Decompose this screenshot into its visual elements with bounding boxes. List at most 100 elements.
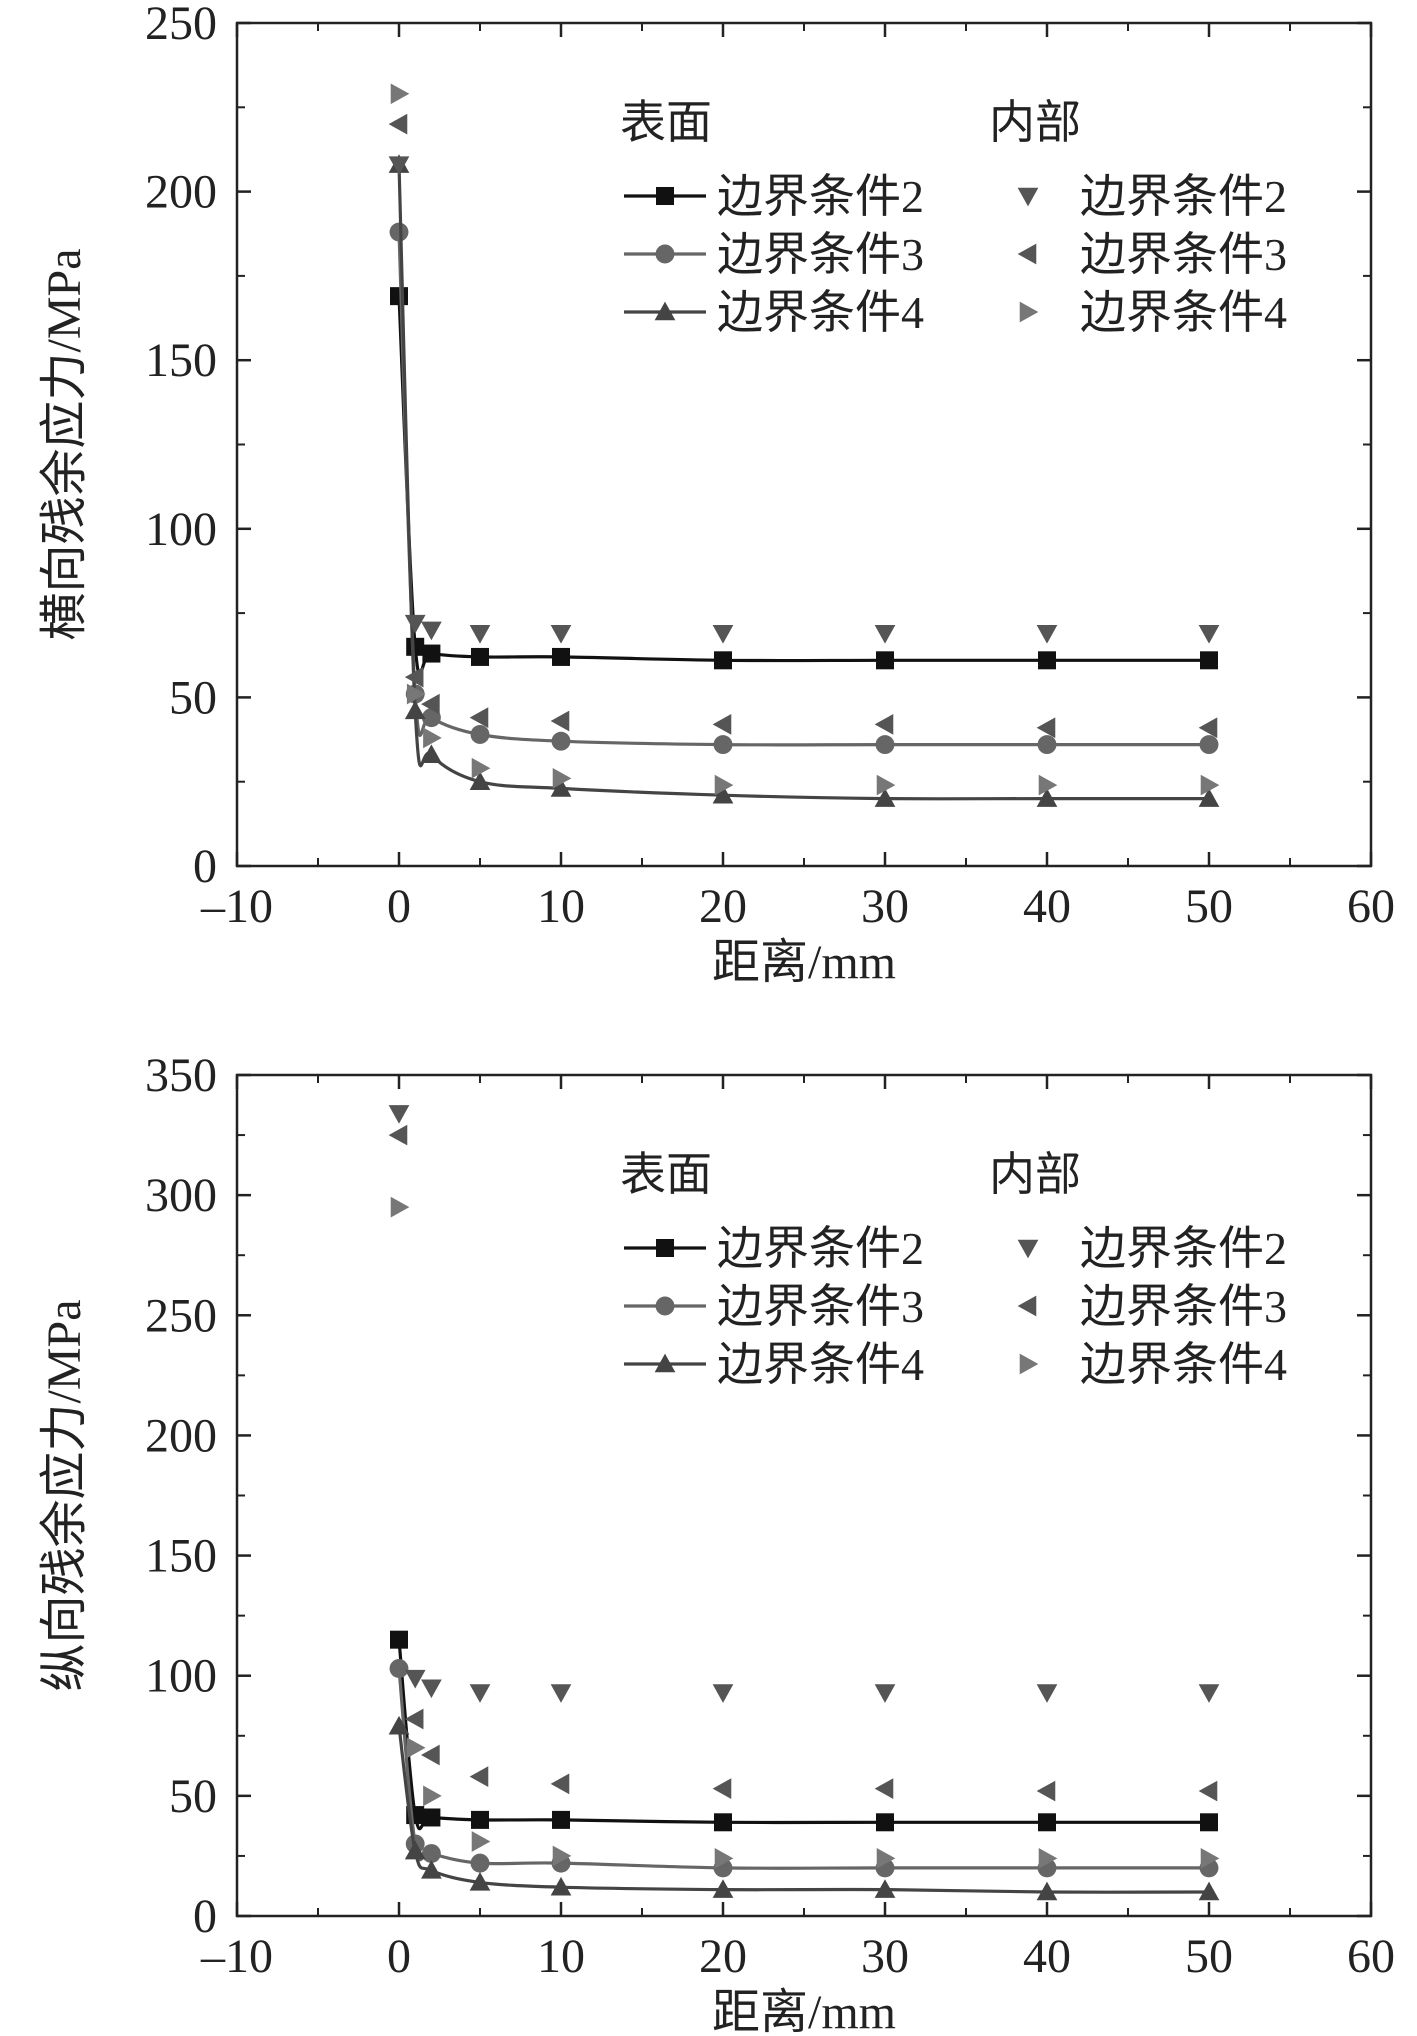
data-point [875, 735, 895, 755]
data-point [470, 1853, 490, 1873]
data-point [389, 222, 409, 242]
y-tick-label: 350 [145, 1049, 217, 1102]
data-point [1198, 788, 1220, 807]
data-point [1036, 1684, 1058, 1703]
legend-label: 边界条件4 [717, 287, 924, 338]
y-tick-label: 300 [145, 1169, 217, 1222]
x-tick-label: –10 [200, 1930, 273, 1983]
y-tick-label: 0 [193, 840, 217, 893]
legend-label: 边界条件2 [717, 1223, 924, 1274]
x-tick-label: 50 [1185, 880, 1233, 933]
x-tick-label: 30 [861, 880, 909, 933]
data-point [874, 1684, 896, 1703]
x-tick-label: 20 [699, 1930, 747, 1983]
data-point [470, 725, 490, 744]
data-point [390, 287, 408, 306]
data-point [712, 1684, 734, 1703]
y-axis-title: 纵向残余应力/MPa [38, 1299, 91, 1691]
data-point [422, 1808, 441, 1827]
data-point [550, 778, 572, 797]
data-point [550, 1773, 570, 1795]
series-line [397, 164, 1209, 801]
data-point [1199, 735, 1219, 755]
data-point [388, 1124, 408, 1146]
data-point [471, 1831, 491, 1852]
data-point [423, 1785, 442, 1807]
data-point [1198, 625, 1220, 644]
data-point [1036, 625, 1058, 644]
data-point [404, 1840, 426, 1860]
legend-marker [1017, 243, 1037, 265]
legend-header-surface: 表面 [620, 97, 712, 148]
data-point [422, 644, 441, 663]
x-tick-label: 40 [1023, 880, 1071, 933]
data-point [388, 1105, 410, 1124]
y-tick-label: 250 [145, 0, 217, 50]
data-point [469, 707, 489, 728]
x-tick-label: 20 [699, 880, 747, 933]
series-line [397, 296, 1209, 677]
series-表面-边界条件3 [389, 1659, 1219, 1878]
data-point [714, 651, 732, 670]
data-point [406, 683, 426, 705]
legend-label: 边界条件4 [1080, 287, 1287, 338]
y-tick-label: 100 [145, 503, 217, 556]
x-tick-label: 60 [1347, 1930, 1395, 1983]
x-tick-label: 30 [861, 1930, 909, 1983]
chart-transverse-residual-stress: –10 0 10 20 30 40 50 60050100150200250距离/mm横向残余… [38, 0, 1395, 989]
x-tick-label: 10 [537, 1930, 585, 1983]
series-表面-边界条件4 [388, 1715, 1220, 1901]
y-axis-title: 横向残余应力/MPa [38, 248, 91, 640]
data-point [552, 767, 572, 789]
data-point [423, 727, 442, 749]
data-point [1036, 1780, 1056, 1802]
data-point [876, 1813, 894, 1832]
legend-marker [655, 244, 675, 264]
legend-label: 边界条件3 [1080, 229, 1287, 280]
data-point [388, 113, 408, 135]
data-point [876, 651, 894, 670]
data-point [876, 774, 896, 796]
legend-marker [1017, 187, 1039, 207]
data-point [876, 1847, 896, 1869]
data-point [469, 1684, 491, 1703]
data-point [1200, 1813, 1218, 1832]
x-tick-label: 10 [537, 880, 585, 933]
data-point [714, 774, 734, 796]
data-point [1038, 651, 1056, 670]
data-point [388, 1715, 410, 1735]
y-tick-label: 250 [145, 1289, 217, 1342]
data-point [1036, 717, 1056, 739]
data-point [1036, 788, 1058, 807]
legend-label: 边界条件2 [1080, 1223, 1287, 1274]
x-axis-title: 距离/mm [712, 936, 896, 989]
data-point [550, 1684, 572, 1703]
series-表面-边界条件2 [390, 1630, 1218, 1832]
data-point [1036, 1881, 1058, 1901]
data-point [1198, 1780, 1218, 1802]
data-point [471, 1810, 489, 1829]
x-axis-title: 距离/mm [712, 1986, 896, 2036]
data-point [471, 647, 489, 666]
data-point [1198, 1684, 1220, 1703]
legend-label: 边界条件4 [1080, 1339, 1287, 1390]
data-point [421, 1844, 441, 1863]
data-point [713, 735, 733, 755]
y-tick-label: 150 [145, 1530, 217, 1583]
data-point [421, 1744, 440, 1766]
data-point [874, 1879, 896, 1898]
data-point [469, 1872, 491, 1891]
data-point [421, 1679, 442, 1699]
y-tick-label: 50 [169, 1770, 217, 1823]
data-point [550, 625, 572, 644]
legend-header-surface: 表面 [620, 1149, 712, 1200]
data-point [1038, 774, 1058, 796]
legend-marker [1019, 301, 1039, 323]
data-point [404, 1708, 424, 1730]
y-tick-label: 200 [145, 1409, 217, 1462]
data-point [712, 784, 734, 804]
data-point [1038, 1813, 1056, 1832]
legend-label: 边界条件3 [717, 229, 924, 280]
data-point [712, 714, 732, 735]
